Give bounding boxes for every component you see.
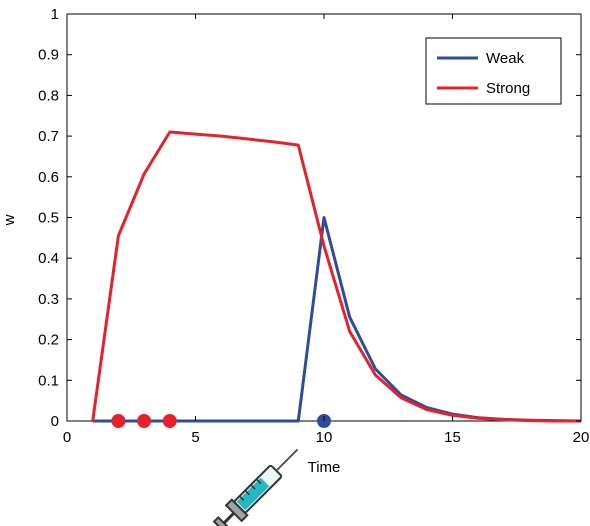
tick-layer: 0 5 10 15 20 0 0.1 0.2 0.3 0.4 0.5 0.6 0.7 0.8 0.9 1 (38, 6, 589, 446)
legend-label-weak: Weak (486, 50, 525, 67)
syringe-icon (212, 448, 299, 526)
y-tick-label: 0.5 (38, 210, 59, 227)
event-marker (111, 414, 126, 428)
y-axis-label: w (1, 214, 18, 226)
event-marker (137, 414, 152, 428)
y-tick-label: 0.3 (38, 291, 59, 308)
x-tick-label: 15 (444, 429, 461, 446)
x-tick-label: 0 (63, 429, 71, 446)
legend-box (425, 37, 562, 105)
y-tick-label: 0 (51, 413, 59, 430)
series-line-strong (91, 130, 581, 423)
y-tick-label: 1 (51, 6, 59, 23)
event-marker (162, 414, 177, 428)
x-tick-label: 10 (316, 429, 333, 446)
legend: Weak Strong (425, 37, 562, 105)
y-tick-label: 0.8 (38, 87, 59, 104)
y-tick-label: 0.7 (38, 128, 59, 145)
x-axis-label: Time (308, 459, 341, 476)
x-tick-label: 20 (573, 429, 590, 446)
legend-label-strong: Strong (486, 80, 530, 97)
y-tick-label: 0.4 (38, 250, 59, 267)
x-tick-label: 5 (191, 429, 199, 446)
y-tick-label: 0.9 (38, 47, 59, 64)
y-tick-label: 0.2 (38, 332, 59, 349)
y-tick-label: 0.6 (38, 169, 59, 186)
series-layer (91, 130, 582, 423)
y-tick-label: 0.1 (38, 372, 59, 389)
series-line-weak (92, 216, 582, 423)
